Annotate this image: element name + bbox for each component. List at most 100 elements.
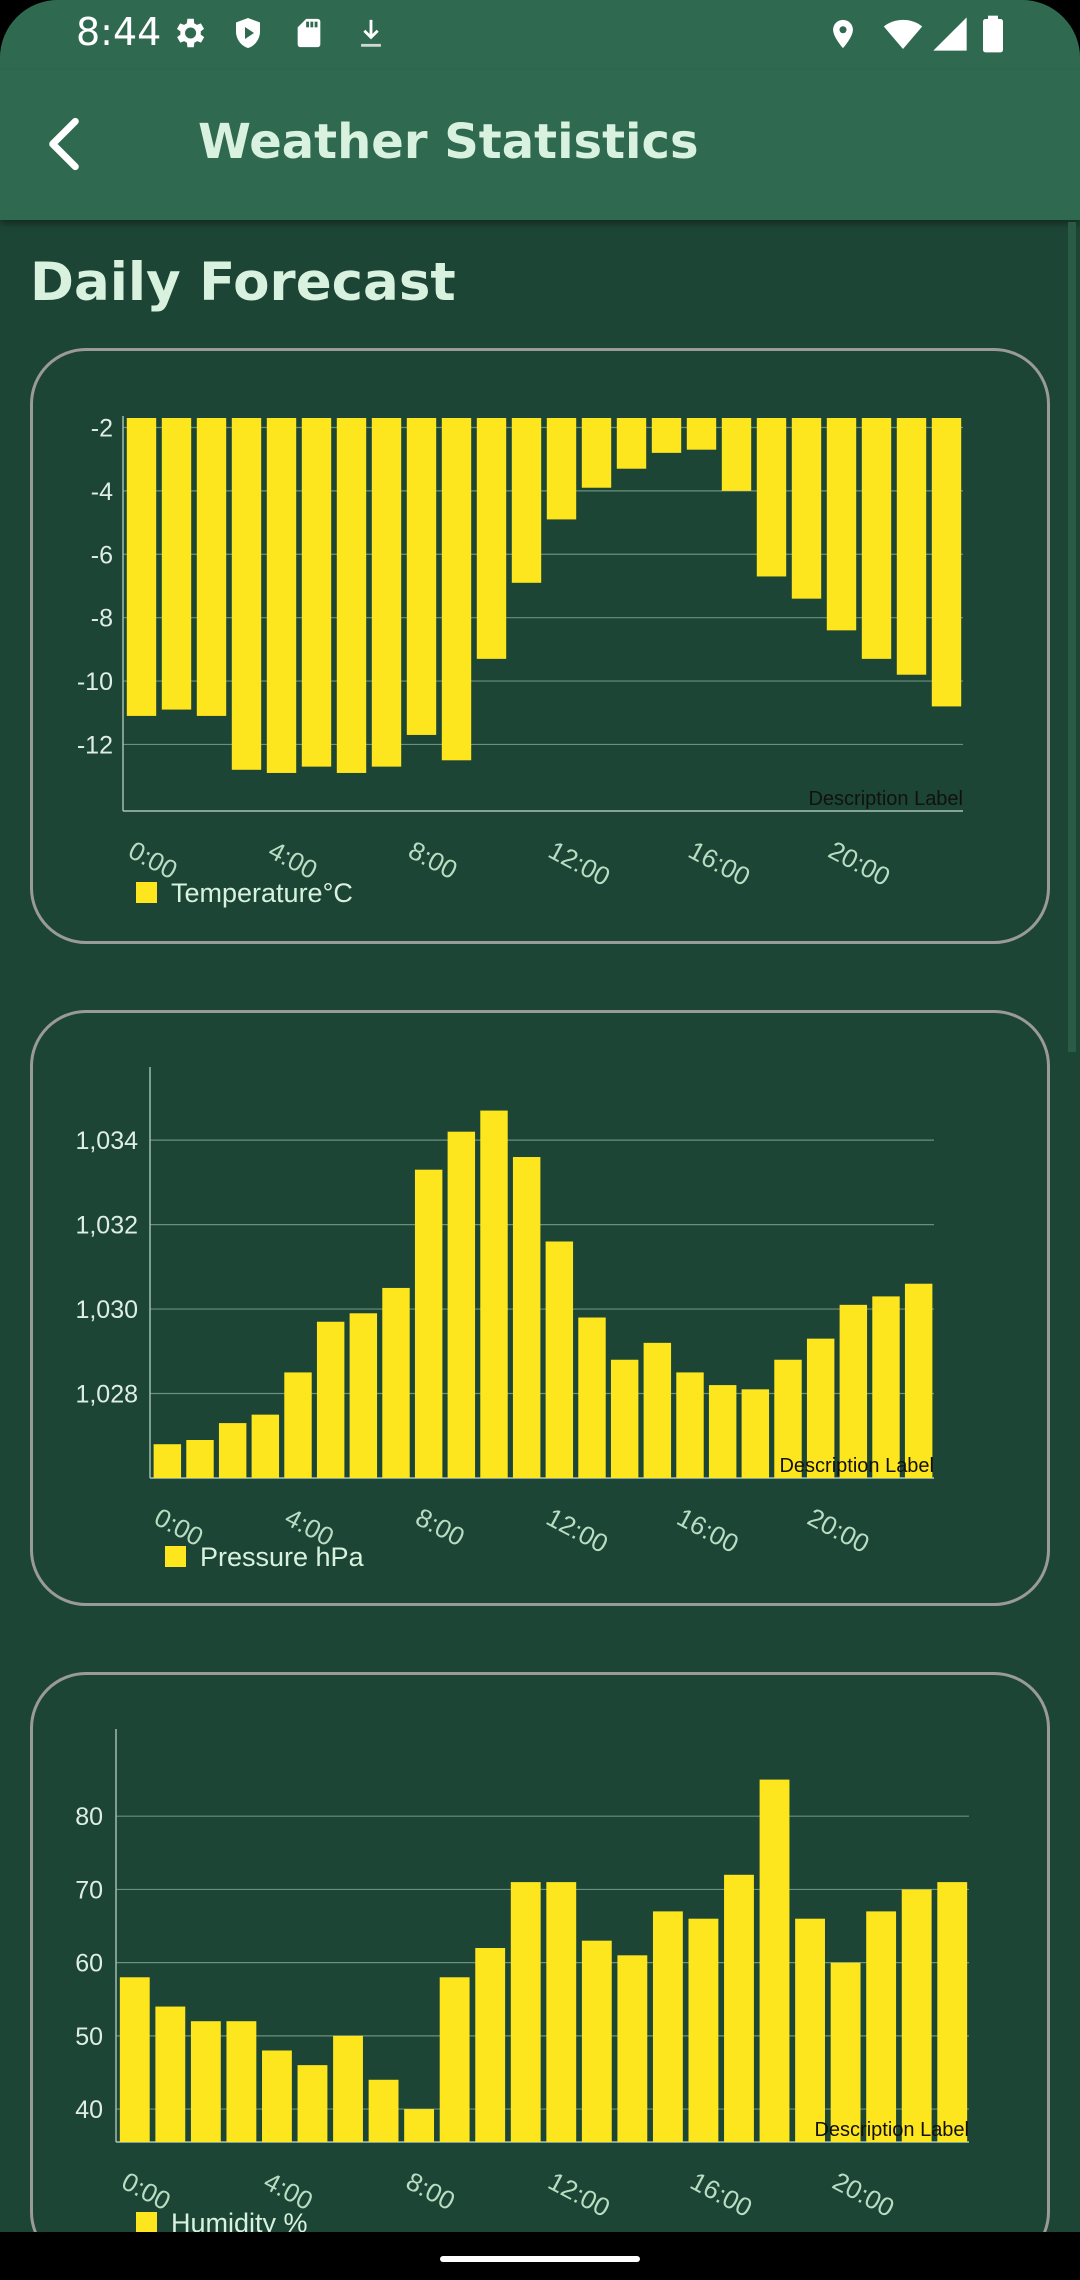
- y-tick-label: -8: [91, 605, 113, 633]
- bar-15:00[interactable]: [651, 418, 682, 453]
- x-tick-label: 12:00: [543, 2166, 615, 2223]
- bar-10:00[interactable]: [475, 1947, 506, 2142]
- bar-3:00[interactable]: [231, 418, 262, 770]
- bar-0:00[interactable]: [119, 1977, 150, 2142]
- description-label: Description Label: [814, 2119, 969, 2141]
- bar-10:00[interactable]: [480, 1110, 508, 1478]
- bar-15:00[interactable]: [643, 1342, 672, 1478]
- bar-22:00[interactable]: [901, 1889, 932, 2142]
- bar-19:00[interactable]: [774, 1359, 802, 1478]
- bar-23:00[interactable]: [937, 1882, 968, 2142]
- bar-11:00[interactable]: [511, 418, 542, 583]
- bar-14:00[interactable]: [617, 1955, 648, 2142]
- bar-14:00[interactable]: [616, 418, 647, 469]
- bar-6:00[interactable]: [349, 1313, 378, 1478]
- bar-2:00[interactable]: [196, 418, 227, 716]
- bar-1:00[interactable]: [161, 418, 192, 710]
- y-tick-label: 40: [75, 2096, 103, 2124]
- x-tick-label: 20:00: [803, 1502, 875, 1559]
- y-tick-label: -12: [77, 731, 113, 759]
- bar-19:00[interactable]: [795, 1918, 825, 2142]
- bar-5:00[interactable]: [316, 1321, 345, 1478]
- bar-12:00[interactable]: [546, 1882, 577, 2142]
- bar-20:00[interactable]: [806, 1338, 835, 1478]
- bar-17:00[interactable]: [708, 1385, 737, 1478]
- bar-4:00[interactable]: [262, 2050, 292, 2142]
- bar-5:00[interactable]: [297, 2065, 328, 2142]
- x-tick-label: 8:00: [411, 1502, 470, 1552]
- bar-13:00[interactable]: [578, 1317, 606, 1478]
- bar-8:00[interactable]: [414, 1169, 443, 1478]
- bar-17:00[interactable]: [721, 418, 752, 491]
- back-arrow-icon[interactable]: [34, 112, 98, 176]
- bar-19:00[interactable]: [791, 418, 822, 599]
- settings-icon: [176, 18, 205, 48]
- bar-10:00[interactable]: [476, 418, 507, 659]
- bar-21:00[interactable]: [866, 1911, 897, 2142]
- bar-7:00[interactable]: [382, 1287, 410, 1478]
- x-tick-label: 12:00: [544, 835, 616, 892]
- bar-0:00[interactable]: [153, 1444, 182, 1478]
- section-title: Daily Forecast: [30, 252, 456, 313]
- bar-2:00[interactable]: [218, 1423, 247, 1478]
- bar-9:00[interactable]: [447, 1131, 476, 1478]
- bar-13:00[interactable]: [581, 1940, 612, 2142]
- x-tick-label: 8:00: [401, 2166, 460, 2216]
- bar-21:00[interactable]: [839, 1304, 868, 1478]
- x-tick-label: 0:00: [117, 2166, 176, 2216]
- temperature-chart-card: -2 -4 -6 -8 -10 -12 0:00 4:00 8:00 12:00 16:00 20:0…: [30, 348, 1050, 944]
- bar-17:00[interactable]: [724, 1874, 754, 2142]
- bar-1:00[interactable]: [155, 2006, 186, 2142]
- bar-21:00[interactable]: [861, 418, 892, 659]
- bar-12:00[interactable]: [545, 1241, 574, 1478]
- bar-4:00[interactable]: [284, 1372, 312, 1478]
- y-tick-label: -6: [91, 541, 113, 569]
- bar-6:00[interactable]: [336, 418, 367, 773]
- bar-4:00[interactable]: [266, 418, 297, 773]
- bar-16:00[interactable]: [686, 418, 717, 450]
- bar-11:00[interactable]: [512, 1157, 541, 1478]
- bar-8:00[interactable]: [404, 2109, 435, 2142]
- bar-18:00[interactable]: [756, 418, 787, 577]
- bar-23:00[interactable]: [904, 1283, 933, 1478]
- x-tick-label: 16:00: [684, 835, 756, 892]
- x-tick-label: 12:00: [542, 1502, 614, 1559]
- bar-22:00[interactable]: [896, 418, 927, 675]
- y-tick-label: 1,030: [75, 1296, 138, 1324]
- bar-14:00[interactable]: [610, 1359, 639, 1478]
- bar-0:00[interactable]: [126, 418, 157, 716]
- bar-2:00[interactable]: [190, 2021, 221, 2142]
- bar-18:00[interactable]: [741, 1389, 770, 1478]
- bar-18:00[interactable]: [759, 1779, 790, 2142]
- bar-3:00[interactable]: [226, 2021, 257, 2142]
- status-bar: 8:44: [0, 0, 1080, 70]
- home-gesture-handle[interactable]: [440, 2256, 640, 2262]
- bar-13:00[interactable]: [581, 418, 612, 488]
- x-tick-label: 16:00: [672, 1502, 744, 1559]
- bar-9:00[interactable]: [439, 1977, 470, 2142]
- bar-7:00[interactable]: [368, 2079, 399, 2142]
- bar-11:00[interactable]: [510, 1882, 541, 2142]
- bar-12:00[interactable]: [546, 418, 577, 520]
- bar-5:00[interactable]: [301, 418, 332, 767]
- download-icon: [361, 19, 381, 47]
- bar-8:00[interactable]: [406, 418, 437, 735]
- bar-16:00[interactable]: [676, 1372, 704, 1478]
- bar-20:00[interactable]: [826, 418, 857, 631]
- bar-1:00[interactable]: [186, 1439, 214, 1478]
- bar-16:00[interactable]: [688, 1918, 719, 2142]
- bar-22:00[interactable]: [872, 1296, 900, 1478]
- bar-9:00[interactable]: [441, 418, 472, 761]
- y-tick-label: 60: [75, 1950, 103, 1978]
- bar-7:00[interactable]: [371, 418, 402, 767]
- x-tick-label: 16:00: [686, 2166, 758, 2223]
- bar-23:00[interactable]: [931, 418, 962, 707]
- bar-3:00[interactable]: [251, 1414, 280, 1478]
- scrollbar[interactable]: [1068, 222, 1076, 1052]
- y-tick-label: 1,034: [75, 1127, 138, 1155]
- bar-15:00[interactable]: [652, 1911, 683, 2142]
- bar-20:00[interactable]: [830, 1962, 861, 2142]
- sd-card-icon: [297, 18, 321, 48]
- wifi-icon: [883, 19, 923, 49]
- bar-6:00[interactable]: [333, 2035, 363, 2142]
